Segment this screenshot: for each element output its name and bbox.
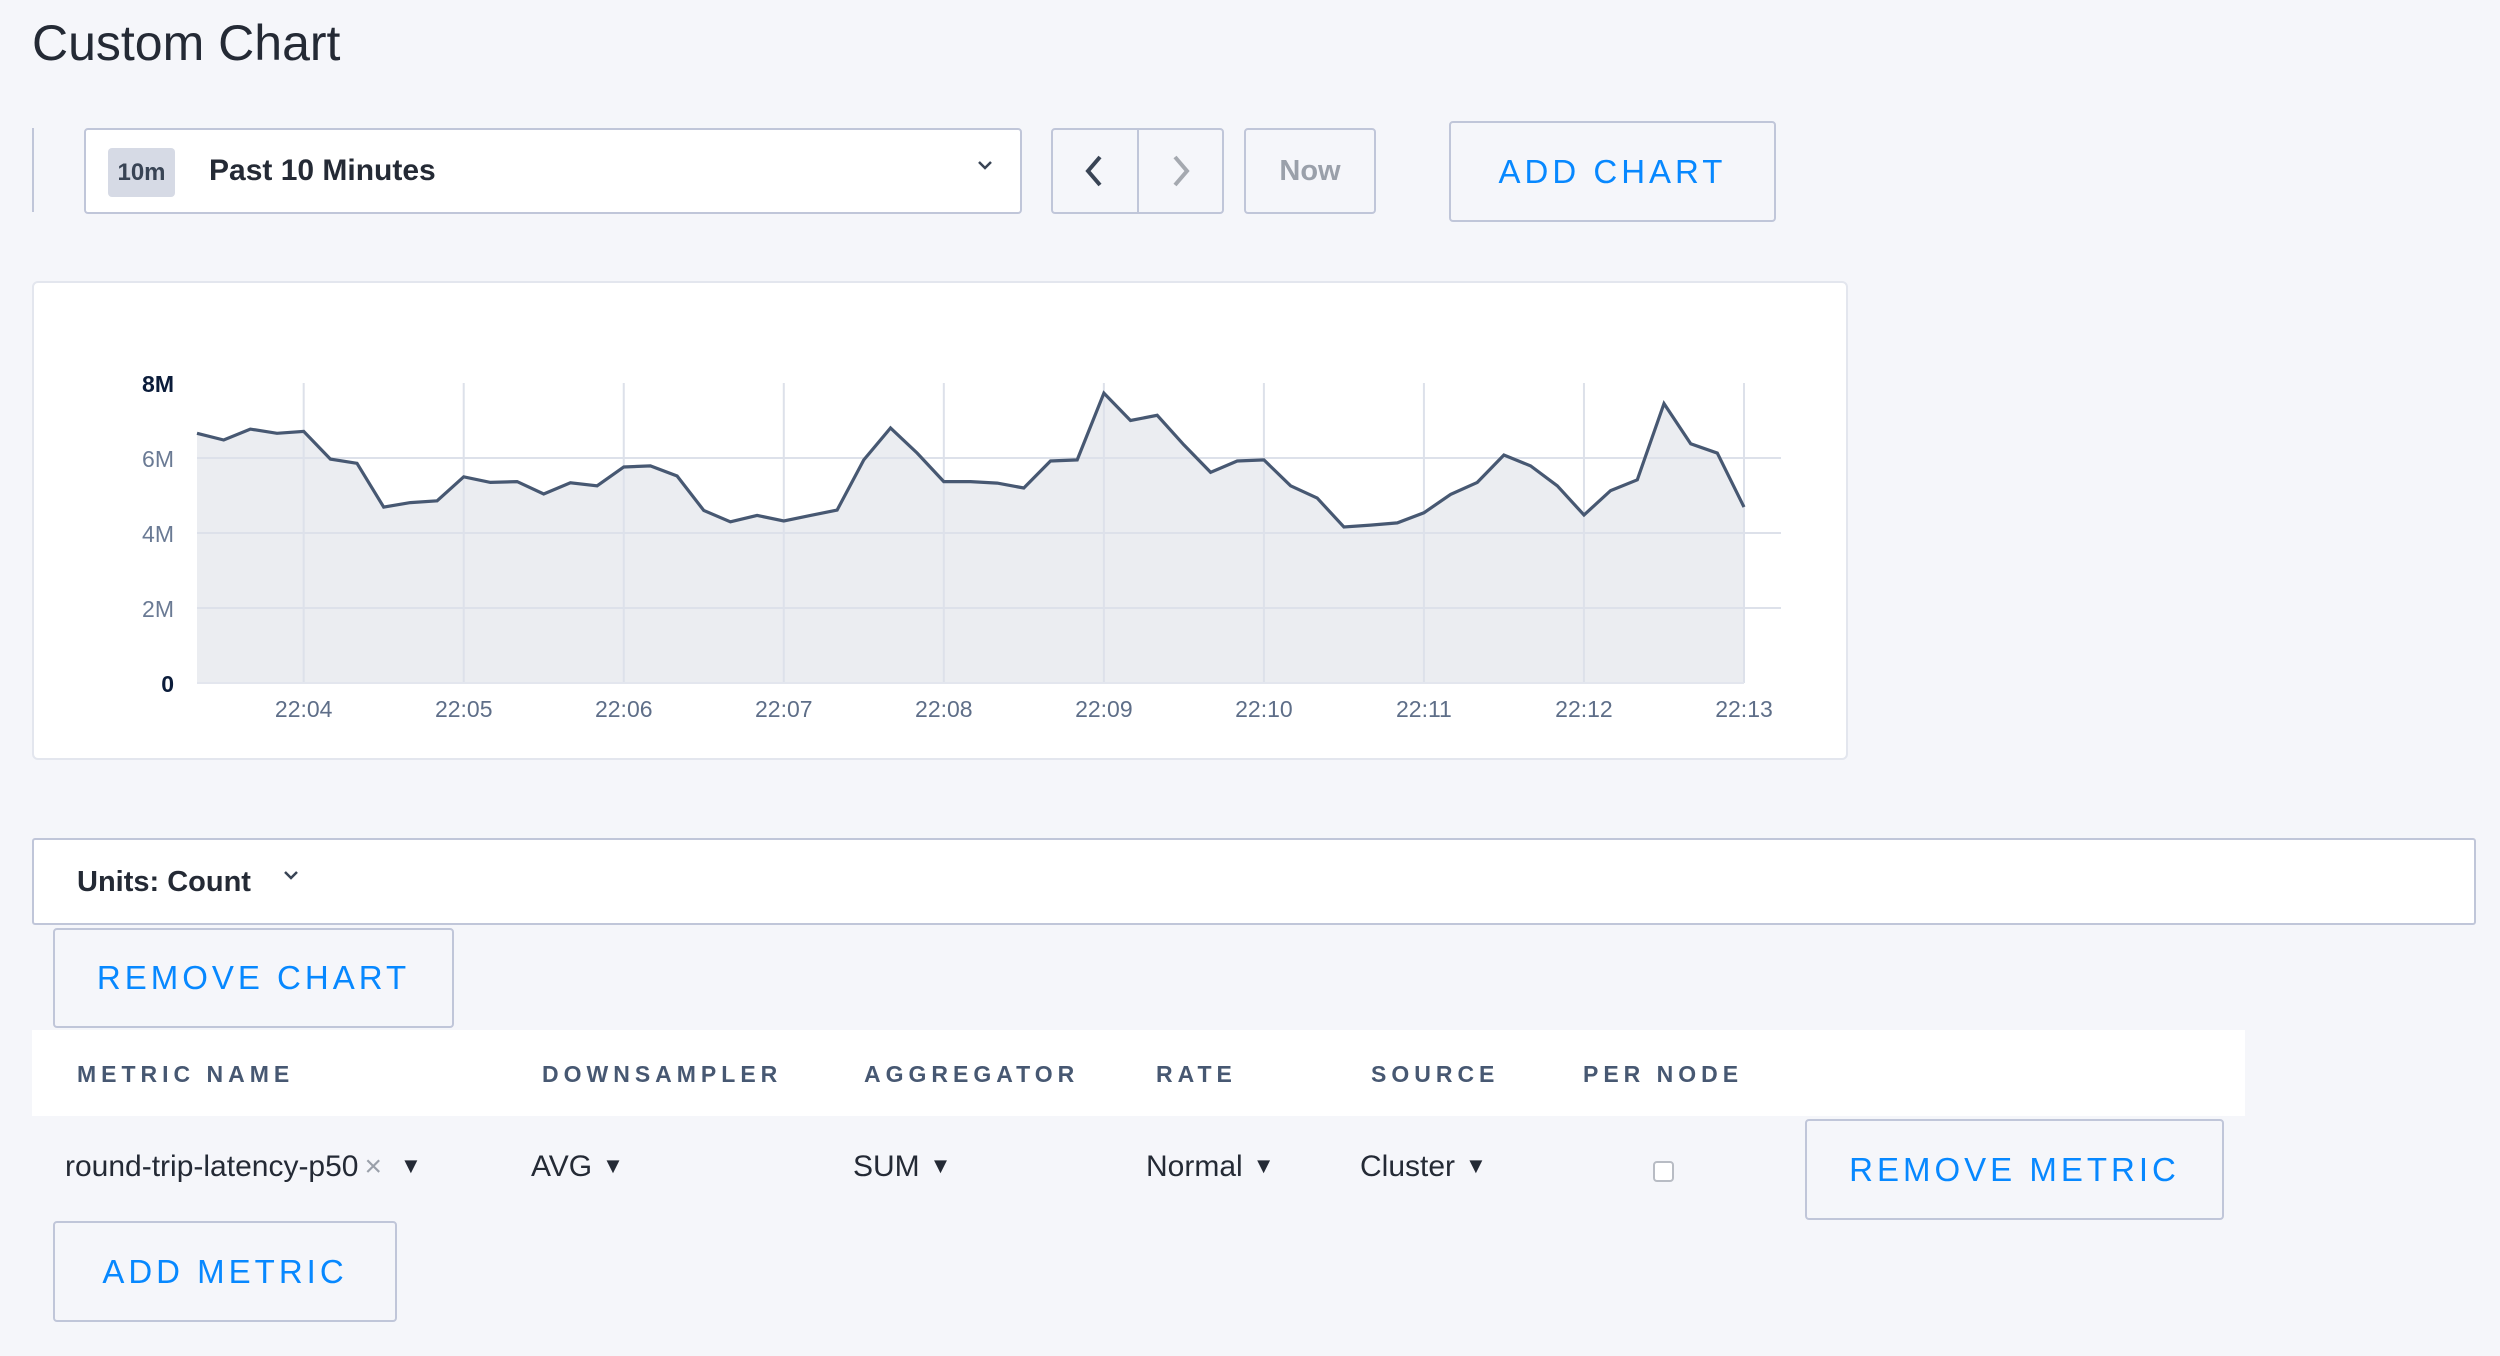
time-range-dropdown[interactable]: 10m Past 10 Minutes (84, 128, 1022, 214)
metric-name-value: round-trip-latency-p50 (65, 1150, 359, 1183)
range-label: Past 10 Minutes (209, 154, 436, 187)
header-downsampler: DOWNSAMPLER (542, 1061, 783, 1087)
now-button[interactable]: Now (1244, 128, 1376, 214)
next-button[interactable] (1136, 130, 1223, 212)
y-tick-label: 2M (142, 596, 174, 622)
x-tick-label: 22:12 (1555, 696, 1613, 722)
previous-button[interactable] (1053, 130, 1137, 212)
caret-down-icon: ▼ (929, 1153, 952, 1178)
aggregator-value: SUM (853, 1150, 920, 1183)
y-tick-label: 8M (142, 371, 174, 397)
remove-chart-button[interactable]: REMOVE CHART (53, 928, 454, 1028)
x-tick-label: 22:06 (595, 696, 653, 722)
header-source: SOURCE (1371, 1061, 1500, 1087)
chevron-right-icon (1173, 155, 1190, 187)
x-tick-label: 22:09 (1075, 696, 1133, 722)
y-tick-label: 4M (142, 521, 174, 547)
chevron-left-icon (1085, 155, 1102, 187)
y-tick-label: 0 (161, 671, 174, 697)
clear-icon[interactable]: × (364, 1150, 383, 1183)
add-chart-button[interactable]: ADD CHART (1449, 121, 1776, 222)
metric-name-select[interactable]: round-trip-latency-p50 × ▼ (65, 1150, 422, 1184)
header-rate: RATE (1156, 1061, 1237, 1087)
rate-value: Normal (1146, 1150, 1243, 1183)
caret-down-icon: ▼ (602, 1153, 624, 1178)
x-tick-label: 22:04 (275, 696, 333, 722)
downsampler-value: AVG (531, 1150, 593, 1183)
range-badge: 10m (108, 148, 175, 197)
line-chart: 0 2M 4M 6M 8M 22:04 22:05 22:06 22:07 22:08 22:09 2… (142, 371, 1781, 722)
x-tick-label: 22:13 (1715, 696, 1773, 722)
time-nav-group (1051, 128, 1224, 214)
series-line (196, 390, 1746, 529)
x-tick-label: 22:10 (1235, 696, 1293, 722)
chevron-down-icon (280, 864, 302, 893)
series-area (197, 393, 1744, 683)
page-title: Custom Chart (32, 15, 341, 71)
rate-select[interactable]: Normal ▼ (1146, 1150, 1274, 1184)
header-metric-name: METRIC NAME (77, 1061, 295, 1087)
header-aggregator: AGGREGATOR (864, 1061, 1080, 1087)
x-tick-label: 22:05 (435, 696, 493, 722)
chart-card: 0 2M 4M 6M 8M 22:04 22:05 22:06 22:07 22:08 22:09 2… (32, 281, 1848, 760)
aggregator-select[interactable]: SUM ▼ (853, 1150, 951, 1184)
source-select[interactable]: Cluster ▼ (1360, 1150, 1487, 1184)
add-metric-button[interactable]: ADD METRIC (53, 1221, 397, 1322)
chevron-down-icon (974, 152, 996, 183)
caret-down-icon: ▼ (1252, 1153, 1275, 1178)
divider (32, 128, 34, 212)
y-tick-label: 6M (142, 446, 174, 472)
x-tick-label: 22:08 (915, 696, 973, 722)
downsampler-select[interactable]: AVG ▼ (531, 1150, 624, 1184)
metrics-table-header: METRIC NAME DOWNSAMPLER AGGREGATOR RATE … (32, 1030, 2245, 1116)
per-node-checkbox[interactable] (1653, 1161, 1674, 1182)
x-tick-label: 22:07 (755, 696, 813, 722)
remove-metric-button[interactable]: REMOVE METRIC (1805, 1119, 2224, 1220)
source-value: Cluster (1360, 1150, 1456, 1183)
header-per-node: PER NODE (1583, 1061, 1744, 1087)
units-dropdown[interactable]: Units: Count (32, 838, 2476, 925)
caret-down-icon: ▼ (1465, 1153, 1487, 1178)
x-tick-label: 22:11 (1396, 696, 1452, 722)
caret-down-icon: ▼ (400, 1153, 422, 1178)
units-label: Units: Count (77, 866, 251, 898)
